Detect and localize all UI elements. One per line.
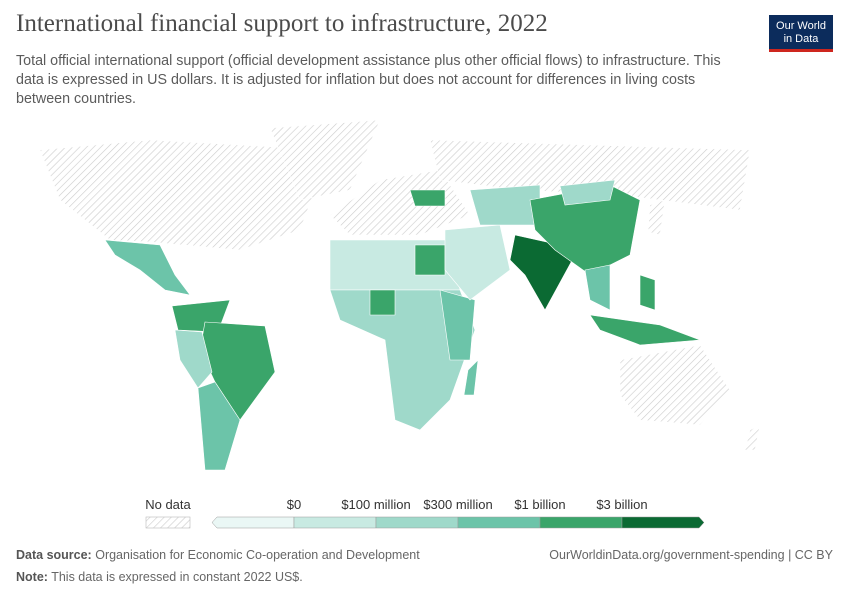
subtitle: Total official international support (of…: [16, 53, 721, 107]
logo[interactable]: Our World in Data: [769, 15, 833, 52]
note: Note: This data is expressed in constant…: [16, 570, 303, 584]
legend-label: $300 million: [423, 497, 492, 512]
country[interactable]: [439, 289, 476, 361]
country[interactable]: [559, 179, 616, 206]
logo-line: in Data: [783, 33, 819, 45]
country[interactable]: [584, 264, 611, 311]
note-text: This data is expressed in constant 2022 …: [51, 570, 303, 584]
legend-bin[interactable]: [293, 516, 377, 529]
country[interactable]: [619, 344, 731, 426]
country[interactable]: [104, 239, 191, 296]
legend-label: No data: [145, 497, 191, 512]
url[interactable]: OurWorldinData.org/government-spending |…: [549, 548, 833, 562]
country[interactable]: [409, 189, 446, 207]
country[interactable]: [463, 359, 479, 396]
country[interactable]: [329, 169, 471, 236]
world-map: [39, 119, 761, 471]
country[interactable]: [469, 184, 541, 226]
legend-bin[interactable]: [539, 516, 623, 529]
note-label: Note:: [16, 570, 48, 584]
logo-line: Our World: [776, 20, 826, 32]
source-text: Organisation for Economic Co-operation a…: [95, 548, 420, 562]
no-data-swatch[interactable]: [145, 516, 191, 529]
legend-label: $3 billion: [596, 497, 647, 512]
legend-bin[interactable]: [621, 516, 705, 529]
country[interactable]: [269, 119, 381, 201]
legend-label: $100 million: [341, 497, 410, 512]
country[interactable]: [174, 329, 213, 389]
country[interactable]: [444, 224, 511, 301]
legend-label: $1 billion: [514, 497, 565, 512]
country[interactable]: [414, 244, 446, 276]
title: International financial support to infra…: [16, 10, 548, 37]
legend-bin[interactable]: [457, 516, 541, 529]
source-label: Data source:: [16, 548, 92, 562]
country[interactable]: [647, 199, 666, 236]
legend-bin[interactable]: [211, 516, 295, 529]
legend-label: $0: [287, 497, 301, 512]
country[interactable]: [589, 314, 701, 346]
legend-bin[interactable]: [375, 516, 459, 529]
country[interactable]: [639, 274, 656, 311]
country[interactable]: [744, 424, 761, 451]
country[interactable]: [197, 381, 241, 471]
legend: No data $0 $100 million $300 million $1 bil…: [145, 497, 705, 529]
country[interactable]: [369, 289, 396, 316]
source: Data source: Organisation for Economic C…: [16, 548, 420, 562]
country[interactable]: [39, 139, 331, 251]
